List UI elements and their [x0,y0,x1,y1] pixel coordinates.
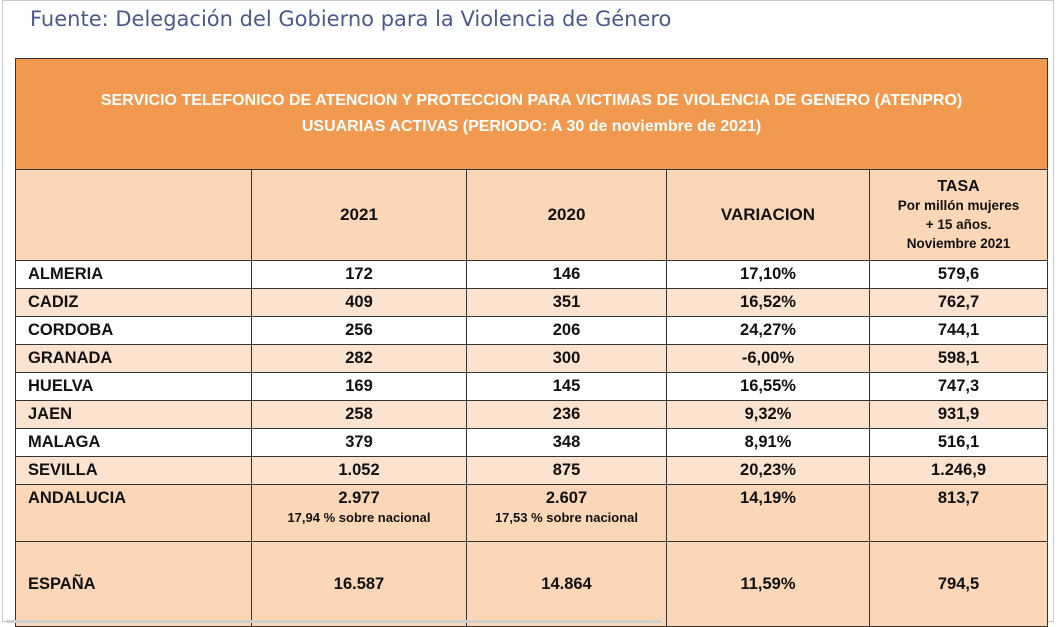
table-row: CADIZ 409 351 16,52% 762,7 [15,288,1049,317]
andalucia-row: ANDALUCIA 2.977 17,94 % sobre nacional 2… [15,484,1049,542]
value-2021: 282 [251,344,467,373]
tasa-sub2: + 15 años. [925,217,992,232]
table-row: ALMERIA 172 146 17,10% 579,6 [15,260,1049,289]
value-2021: 409 [251,288,467,317]
table-row: JAEN 258 236 9,32% 931,9 [15,400,1049,429]
value-variacion: 9,32% [666,400,870,429]
andalucia-2020-value: 2.607 [545,489,588,507]
value-2020: 145 [466,372,667,401]
value-tasa: 931,9 [868,400,1049,429]
andalucia-2020-note: 17,53 % sobre nacional [494,510,639,525]
value-2021: 256 [251,316,467,345]
value-2020: 146 [466,260,667,289]
value-2020: 236 [466,400,667,429]
value-2021: 379 [251,428,467,457]
value-tasa: 579,6 [868,260,1049,289]
value-2020: 300 [466,344,667,373]
value-variacion: 24,27% [666,316,870,345]
province-name: SEVILLA [15,456,252,485]
table-title-row: SERVICIO TELEFONICO DE ATENCION Y PROTEC… [14,58,1049,170]
tasa-sub1: Por millón mujeres [897,198,1020,213]
atenpro-table: SERVICIO TELEFONICO DE ATENCION Y PROTEC… [14,58,1049,627]
value-tasa: 598,1 [868,344,1049,373]
table-row: GRANADA 282 300 -6,00% 598,1 [15,344,1049,373]
province-name: ALMERIA [15,260,252,289]
andalucia-name: ANDALUCIA [15,484,252,542]
espana-tasa: 794,5 [868,541,1049,627]
value-2020: 348 [466,428,667,457]
value-2020: 206 [466,316,667,345]
value-2021: 1.052 [251,456,467,485]
value-tasa: 744,1 [868,316,1049,345]
value-tasa: 762,7 [868,288,1049,317]
province-name: CORDOBA [15,316,252,345]
andalucia-2021-value: 2.977 [338,489,380,507]
table-title: SERVICIO TELEFONICO DE ATENCION Y PROTEC… [14,58,1049,170]
value-tasa: 1.246,9 [868,456,1049,485]
table-row: CORDOBA 256 206 24,27% 744,1 [15,316,1049,345]
tasa-title: TASA [937,178,980,195]
value-2021: 172 [251,260,467,289]
bottom-rule [6,620,662,623]
column-header-row: 2021 2020 VARIACION TASA Por millón muje… [15,169,1049,261]
andalucia-variacion: 14,19% [666,484,870,542]
col-header-2021: 2021 [251,169,467,261]
province-name: GRANADA [15,344,252,373]
value-2021: 169 [251,372,467,401]
value-variacion: -6,00% [666,344,870,373]
province-name: JAEN [15,400,252,429]
col-header-tasa: TASA Por millón mujeres + 15 años. Novie… [868,169,1049,261]
value-variacion: 20,23% [666,456,870,485]
espana-variacion: 11,59% [666,541,870,627]
andalucia-2021: 2.977 17,94 % sobre nacional [251,484,467,542]
col-header-2020: 2020 [466,169,667,261]
province-name: CADIZ [15,288,252,317]
source-caption: Fuente: Delegación del Gobierno para la … [30,7,672,31]
espana-row: ESPAÑA 16.587 14.864 11,59% 794,5 [15,541,1049,627]
value-variacion: 17,10% [666,260,870,289]
andalucia-tasa: 813,7 [868,484,1049,542]
andalucia-2020: 2.607 17,53 % sobre nacional [466,484,667,542]
table-row: HUELVA 169 145 16,55% 747,3 [15,372,1049,401]
espana-2020: 14.864 [466,541,667,627]
value-variacion: 16,52% [666,288,870,317]
province-name: HUELVA [15,372,252,401]
espana-2021: 16.587 [251,541,467,627]
col-header-variacion: VARIACION [666,169,870,261]
table-row: SEVILLA 1.052 875 20,23% 1.246,9 [15,456,1049,485]
province-name: MALAGA [15,428,252,457]
value-2020: 351 [466,288,667,317]
value-tasa: 747,3 [868,372,1049,401]
andalucia-2021-note: 17,94 % sobre nacional [287,510,431,525]
table-row: MALAGA 379 348 8,91% 516,1 [15,428,1049,457]
espana-name: ESPAÑA [15,541,252,627]
value-tasa: 516,1 [868,428,1049,457]
value-2020: 875 [466,456,667,485]
table-title-line1: SERVICIO TELEFONICO DE ATENCION Y PROTEC… [100,92,963,109]
value-variacion: 8,91% [666,428,870,457]
table-title-line2: USUARIAS ACTIVAS (PERIODO: A 30 de novie… [301,118,762,135]
tasa-sub3: Noviembre 2021 [906,236,1011,251]
value-2021: 258 [251,400,467,429]
value-variacion: 16,55% [666,372,870,401]
col-header-empty [15,169,252,261]
